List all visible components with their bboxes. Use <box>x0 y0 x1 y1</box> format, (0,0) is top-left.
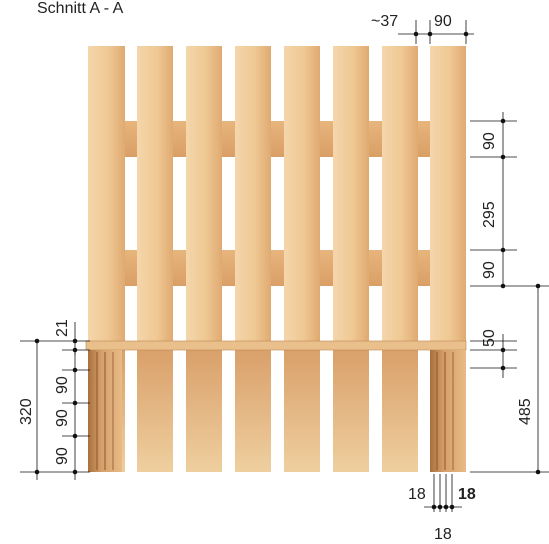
drawing-title: Schnitt A - A <box>37 0 124 17</box>
picket <box>430 46 466 341</box>
dim-dot <box>437 504 443 510</box>
lower-board <box>186 350 222 472</box>
dim-dot <box>34 469 40 475</box>
dim-top-gap: ~37 <box>371 13 398 30</box>
left-leg <box>88 350 122 472</box>
lower-board <box>333 350 369 472</box>
dim-leg-part-b: 90 <box>54 409 71 427</box>
dim-rail-upper: 90 <box>481 132 498 150</box>
picket <box>284 46 320 341</box>
right-leg-body <box>430 350 466 472</box>
dim-dot <box>72 338 78 344</box>
dim-dot <box>34 338 40 344</box>
picket <box>235 46 271 341</box>
dim-dot <box>500 154 506 160</box>
dim-dot <box>427 31 433 37</box>
lower-board <box>137 350 173 472</box>
dim-seat-offset: 21 <box>54 319 71 337</box>
picket <box>137 46 173 341</box>
seat-board <box>85 340 467 351</box>
dim-bottom-b: 18 <box>458 486 476 503</box>
dim-dot <box>449 504 455 510</box>
dim-dot <box>72 433 78 439</box>
lower-board <box>382 350 418 472</box>
dim-dot <box>500 247 506 253</box>
lower-board <box>284 350 320 472</box>
dim-dot <box>463 31 469 37</box>
dim-bottom-a: 18 <box>408 486 426 503</box>
dim-top-picket-width: 90 <box>434 13 452 30</box>
dim-dot <box>72 347 78 353</box>
dim-dot <box>500 283 506 289</box>
dim-dot <box>535 283 541 289</box>
dimension-labels: ~37 90 90 295 90 50 485 21 320 90 90 90 … <box>18 13 534 543</box>
pickets <box>88 46 466 341</box>
right-leg <box>430 350 466 472</box>
dim-dot <box>431 504 437 510</box>
dim-dot <box>443 504 449 510</box>
dim-leg-part-a: 90 <box>54 376 71 394</box>
dim-seat-thickness: 50 <box>481 329 498 347</box>
dim-rail-spacing: 295 <box>481 201 498 228</box>
dim-overall-right: 485 <box>517 398 534 425</box>
dim-dot <box>500 118 506 124</box>
dim-dot <box>72 469 78 475</box>
picket <box>333 46 369 341</box>
dim-dot <box>72 367 78 373</box>
picket <box>88 46 125 341</box>
lower-board <box>235 350 271 472</box>
dim-dot <box>72 400 78 406</box>
picket <box>382 46 418 341</box>
dim-dot <box>500 365 506 371</box>
dim-leg-height: 320 <box>18 398 35 425</box>
dim-leg-part-c: 90 <box>54 447 71 465</box>
picket <box>186 46 222 341</box>
dim-dot <box>500 347 506 353</box>
dimension-dots <box>34 31 541 510</box>
dim-rail-lower: 90 <box>481 261 498 279</box>
lower-boards <box>88 350 466 472</box>
dim-dot <box>535 469 541 475</box>
dim-bottom-c: 18 <box>434 526 452 543</box>
dim-dot <box>413 31 419 37</box>
